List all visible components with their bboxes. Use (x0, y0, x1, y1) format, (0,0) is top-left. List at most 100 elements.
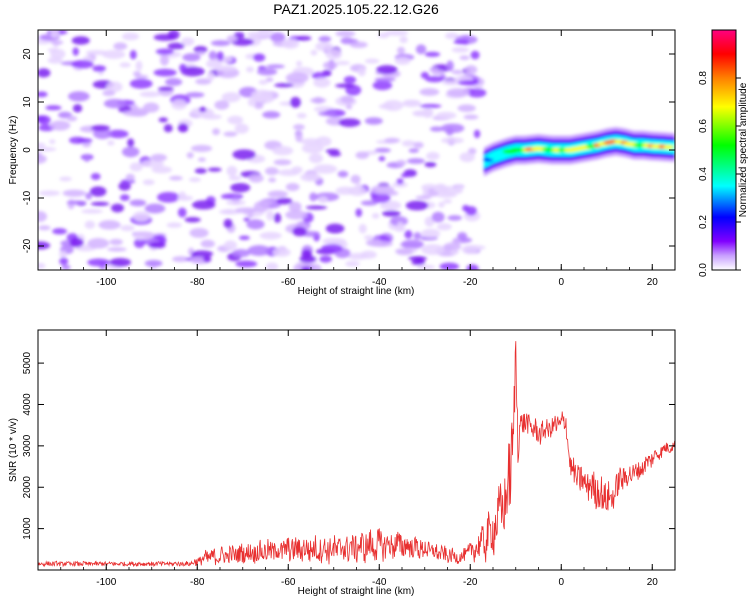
spectrogram-noise-blob (377, 32, 390, 39)
spectrogram-noise-blob (232, 249, 250, 258)
snr-x-tick-label: 20 (647, 577, 659, 588)
spectrogram-noise-blob (188, 177, 201, 183)
spectrogram-x-tick-label: -20 (463, 277, 478, 288)
spectrogram-noise-blob (121, 146, 140, 158)
spectrogram-noise-blob (473, 129, 481, 139)
spectrogram-noise-blob (285, 182, 300, 192)
spectrogram-noise-blob (139, 91, 161, 98)
spectrogram-noise-blob (166, 222, 182, 228)
spectrogram-noise-blob (153, 68, 177, 77)
spectrogram-noise-blob (416, 264, 436, 270)
spectrogram-noise-blob (228, 175, 242, 181)
spectrogram-noise-blob (311, 72, 327, 80)
spectrogram-noise-blob (335, 83, 356, 88)
spectrogram-noise-blob (167, 42, 185, 50)
spectrogram-noise-blob (396, 178, 404, 185)
spectrogram-noise-blob (318, 196, 328, 204)
spectrogram-noise-blob (109, 238, 123, 246)
spectrogram-noise-blob (90, 201, 110, 207)
spectrogram-noise-blob (300, 138, 321, 145)
spectrogram-noise-blob (121, 32, 140, 41)
spectrogram-noise-blob (189, 227, 209, 238)
snr-x-tick-label: -60 (281, 577, 296, 588)
spectrogram-noise-blob (52, 228, 68, 235)
spectrogram-noise-blob (230, 182, 251, 193)
spectrogram-noise-blob (422, 187, 429, 198)
spectrogram-noise-blob (158, 117, 168, 123)
spectrogram-noise-blob (234, 123, 249, 134)
spectrogram-noise-blob (273, 213, 282, 224)
spectrogram-noise-blob (256, 68, 278, 76)
spectrogram-noise-blob (216, 51, 224, 62)
snr-y-tick-label: 4000 (22, 393, 33, 416)
spectrogram-noise-blob (400, 173, 411, 178)
spectrogram-noise-blob (447, 215, 463, 221)
spectrogram-noise-blob (61, 264, 71, 270)
spectrogram-noise-blob (253, 53, 266, 62)
spectrogram-noise-blob (358, 223, 367, 234)
spectrogram-noise-blob (343, 75, 357, 84)
spectrogram-noise-blob (451, 46, 470, 53)
spectrogram-noise-blob (322, 61, 338, 70)
spectrogram-noise-blob (265, 262, 279, 270)
spectrogram-noise-blob (335, 30, 356, 37)
spectrogram-noise-blob (133, 71, 142, 77)
spectrogram-noise-blob (193, 46, 208, 54)
spectrogram-noise-blob (413, 141, 424, 149)
spectrogram-noise-blob (135, 60, 143, 71)
spectrogram-noise-blob (372, 80, 393, 91)
spectrogram-noise-blob (426, 151, 440, 161)
spectrogram-noise-blob (206, 59, 222, 69)
snr-x-label: Height of straight line (km) (298, 586, 415, 597)
spectrogram-noise-blob (151, 166, 173, 174)
spectrogram-noise-blob (265, 77, 274, 82)
spectrogram-noise-blob (38, 142, 46, 148)
spectrogram-noise-blob (429, 126, 444, 132)
spectrogram-noise-blob (72, 104, 83, 113)
spectrogram-y-tick-label: 10 (22, 96, 33, 108)
spectrogram-noise-blob (305, 205, 328, 210)
spectrogram-noise-blob (49, 139, 56, 145)
spectrogram-noise-blob (266, 64, 285, 69)
colorbar-tick-label: 0.8 (698, 71, 709, 85)
spectrogram-noise-blob (436, 223, 452, 231)
spectrogram-noise-blob (408, 148, 420, 153)
spectrogram-noise-blob (93, 128, 112, 140)
spectrogram-noise-blob (106, 81, 123, 93)
spectrogram-signal-layer (483, 126, 675, 177)
spectrogram-noise-blob (123, 110, 148, 117)
spectrogram-x-tick-label: -40 (372, 277, 387, 288)
spectrogram-noise-blob (272, 146, 294, 156)
colorbar-tick-label: 0.4 (698, 167, 709, 181)
snr-x-tick-label: 0 (558, 577, 564, 588)
spectrogram-x-tick-label: -100 (96, 277, 116, 288)
spectrogram-noise-blob (92, 65, 106, 72)
spectrogram-noise-blob (235, 260, 258, 268)
spectrogram-noise-blob (177, 207, 187, 218)
colorbar-gradient (711, 29, 737, 271)
spectrogram-noise-blob (89, 186, 107, 197)
spectrogram-noise-blob (345, 104, 353, 110)
spectrogram-noise-blob (195, 51, 206, 56)
spectrogram-noise-blob (190, 144, 213, 153)
spectrogram-noise-blob (85, 192, 93, 200)
spectrogram-noise-blob (38, 68, 51, 78)
spectrogram-noise-blob (260, 200, 273, 205)
spectrogram-noise-blob (374, 147, 391, 153)
spectrogram-noise-blob (301, 143, 324, 154)
spectrogram-x-tick-label: -80 (190, 277, 205, 288)
spectrogram-noise-blob (243, 217, 250, 222)
spectrogram-noise-blob (384, 30, 409, 36)
spectrogram-noise-blob (120, 225, 135, 232)
spectrogram-noise-blob (285, 210, 308, 220)
spectrogram-noise-blob (431, 69, 445, 76)
spectrogram-noise-blob (199, 106, 207, 113)
spectrogram-noise-blob (266, 210, 274, 221)
spectrogram-noise-blob (355, 151, 369, 159)
spectrogram-noise-blob (38, 154, 47, 164)
spectrogram-noise-blob (451, 69, 464, 75)
spectrogram-noise-blob (396, 221, 404, 231)
spectrogram-noise-blob (180, 66, 205, 77)
snr-series-line (38, 341, 675, 568)
